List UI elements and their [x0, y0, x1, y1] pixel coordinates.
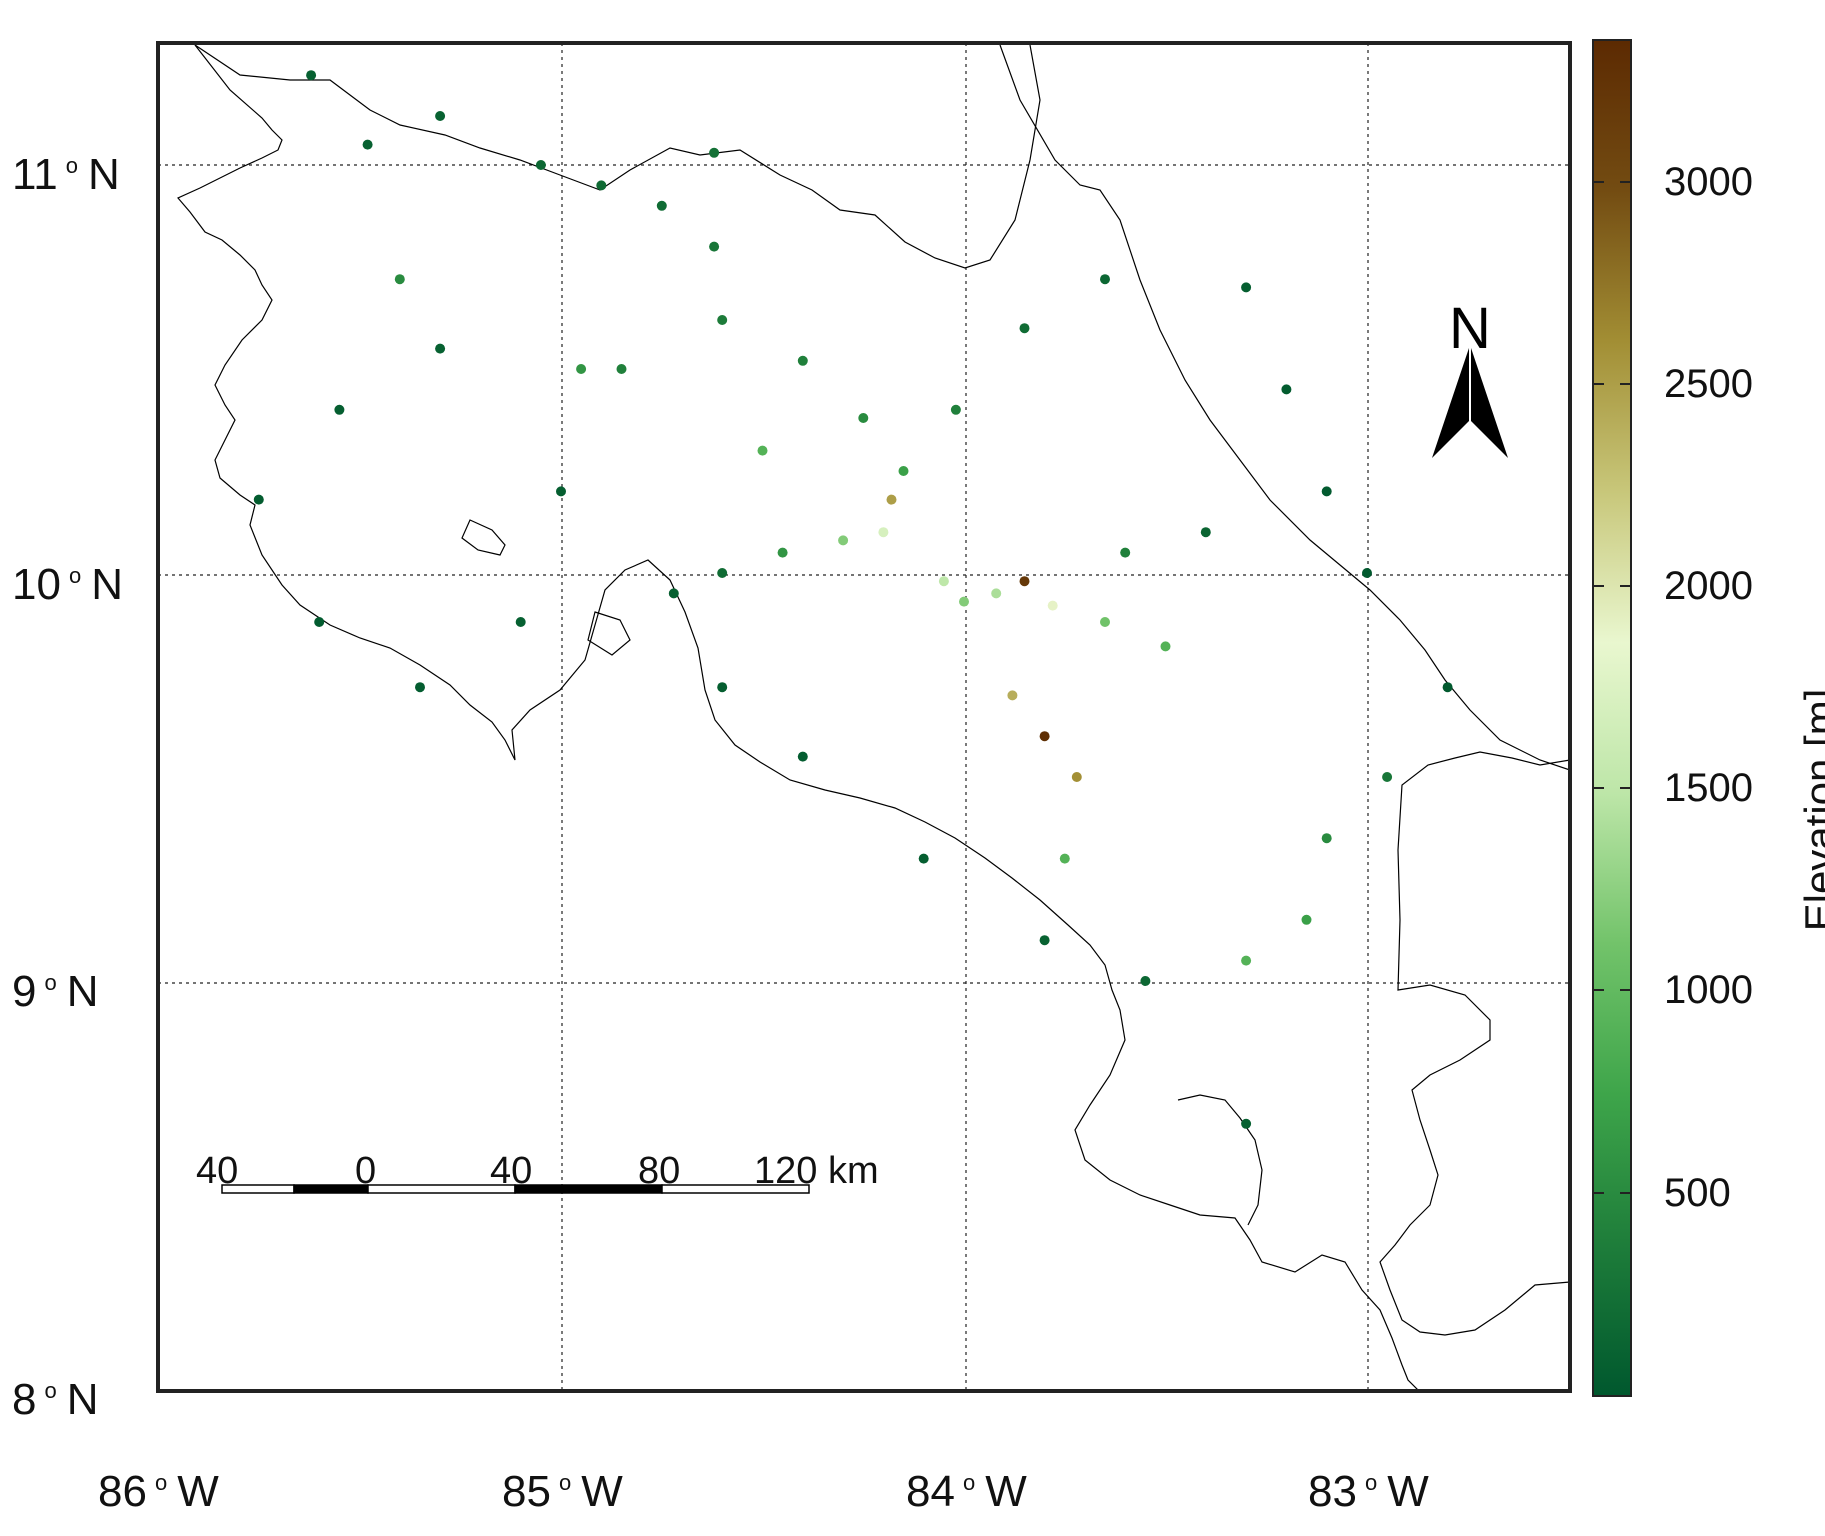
- elevation-point-9: [797, 355, 808, 366]
- elevation-point-52: [415, 682, 425, 693]
- elevation-point-23: [1241, 955, 1252, 966]
- elevation-point-3: [535, 160, 546, 170]
- scale-label-80: 80: [638, 1150, 681, 1192]
- elevation-point-18: [1362, 568, 1372, 578]
- elevation-point-39: [1100, 617, 1110, 627]
- elevation-point-59: [1241, 1118, 1252, 1129]
- elevation-point-47: [1200, 527, 1211, 538]
- scale-label-40: 40: [490, 1150, 533, 1192]
- elevation-point-17: [1321, 486, 1332, 497]
- map-frame: [156, 41, 1572, 1393]
- elevation-point-1: [362, 139, 373, 150]
- elevation-point-28: [717, 682, 728, 693]
- scale-label-40-left: 40: [196, 1150, 239, 1192]
- elevation-point-38: [1047, 600, 1058, 611]
- elevation-point-20: [1382, 772, 1393, 782]
- elevation-point-57: [394, 274, 405, 285]
- north-arrow-icon: N: [1432, 296, 1508, 458]
- scale-label-0: 0: [355, 1150, 377, 1192]
- colorbar-label-3000: 3000: [1664, 160, 1753, 204]
- elevation-point-2: [435, 111, 446, 121]
- elevation-point-12: [950, 404, 961, 415]
- elevation-point-21: [1321, 833, 1332, 844]
- elevation-point-35: [959, 596, 969, 607]
- elevation-point-22: [1301, 914, 1312, 925]
- elevation-point-25: [1039, 935, 1050, 946]
- colorbar: [1592, 39, 1632, 1397]
- elevation-point-44: [1059, 853, 1070, 864]
- elevation-point-40: [1160, 641, 1171, 652]
- elevation-point-27: [797, 751, 808, 762]
- elevation-point-7: [709, 241, 720, 252]
- elevation-point-58: [757, 445, 768, 456]
- elevation-point-5: [656, 200, 667, 211]
- elevation-point-33: [878, 527, 889, 538]
- lon-label-86: 86 o W: [98, 1467, 219, 1516]
- elevation-point-36: [991, 588, 1002, 599]
- elevation-point-53: [515, 617, 526, 627]
- elevation-point-46: [1120, 547, 1131, 558]
- elevation-point-30: [717, 568, 728, 578]
- elevation-point-34: [938, 576, 949, 587]
- elevation-point-55: [616, 364, 627, 374]
- elevation-point-16: [1281, 384, 1292, 395]
- north-arrow-label: N: [1449, 296, 1491, 361]
- elevation-point-13: [1019, 323, 1030, 334]
- lat-label-11: 11 o N: [12, 150, 120, 199]
- colorbar-label-2000: 2000: [1664, 564, 1753, 608]
- elevation-point-32: [838, 535, 849, 546]
- elevation-point-54: [556, 486, 566, 497]
- coastline: [177, 44, 1570, 1391]
- lon-label-84: 84 o W: [906, 1467, 1027, 1516]
- elevation-point-45: [886, 494, 897, 505]
- elevation-point-26: [918, 853, 929, 864]
- elevation-point-24: [1140, 976, 1151, 986]
- elevation-point-31: [777, 547, 788, 558]
- colorbar-label-500: 500: [1664, 1171, 1731, 1215]
- elevation-point-11: [898, 466, 909, 476]
- scale-label-120-km: 120 km: [754, 1150, 879, 1192]
- colorbar-label-1500: 1500: [1664, 766, 1753, 810]
- elevation-point-37: [1019, 576, 1030, 587]
- elevation-points: [253, 70, 1453, 1129]
- elevation-point-51: [314, 617, 325, 627]
- elevation-point-29: [668, 588, 679, 599]
- lon-label-83: 83 o W: [1308, 1467, 1429, 1516]
- elevation-point-48: [435, 343, 446, 354]
- elevation-point-0: [306, 70, 317, 81]
- scale-bar: [221, 1184, 810, 1194]
- elevation-point-50: [253, 494, 264, 505]
- elevation-point-6: [709, 147, 720, 158]
- colorbar-title: Elevation [m]: [1796, 688, 1825, 932]
- elevation-point-4: [596, 180, 607, 191]
- elevation-point-42: [1039, 731, 1050, 742]
- elevation-point-49: [334, 404, 345, 415]
- elevation-point-41: [1007, 690, 1018, 701]
- elevation-point-19: [1442, 682, 1453, 693]
- elevation-point-8: [717, 315, 728, 325]
- lat-label-10: 10 o N: [12, 560, 123, 609]
- elevation-point-15: [1241, 282, 1252, 293]
- elevation-point-14: [1100, 274, 1110, 285]
- colorbar-label-2500: 2500: [1664, 362, 1753, 406]
- elevation-point-56: [576, 364, 587, 374]
- elevation-point-10: [858, 413, 869, 423]
- elevation-point-43: [1071, 772, 1082, 782]
- lon-label-85: 85 o W: [502, 1467, 623, 1516]
- colorbar-label-1000: 1000: [1664, 968, 1753, 1012]
- colorbar-ticks: [1593, 181, 1631, 1194]
